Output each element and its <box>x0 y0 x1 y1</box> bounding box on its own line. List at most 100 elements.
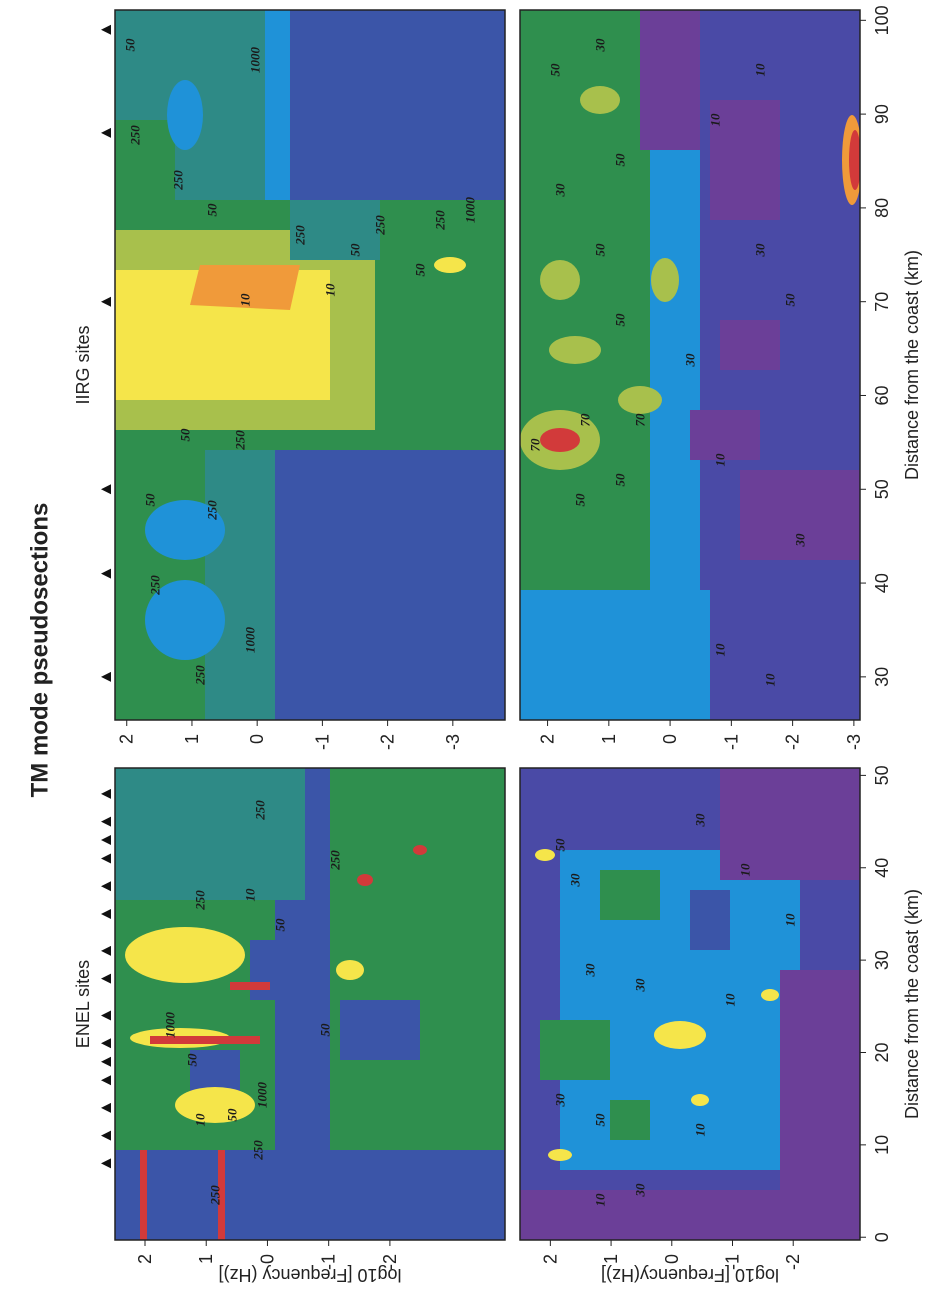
y-tick-label: 1 <box>182 734 202 744</box>
x-tick-label: 100 <box>872 5 892 35</box>
contour-label: 30 <box>753 243 768 258</box>
site-marker <box>101 1057 111 1067</box>
contour-label: 1000 <box>255 1082 270 1109</box>
contour-label: 10 <box>323 283 338 297</box>
contour-label: 30 <box>633 1183 648 1198</box>
x-tick-label: 40 <box>872 573 892 593</box>
contour-label: 250 <box>193 890 208 911</box>
contour-label: 30 <box>583 963 598 978</box>
site-marker <box>101 974 111 984</box>
contour-label: 50 <box>143 493 158 507</box>
y-tick-label: -3 <box>443 734 463 750</box>
contour-label: 10 <box>593 1193 608 1207</box>
x-tick-label: 50 <box>872 765 892 785</box>
contour-label: 50 <box>573 493 588 507</box>
contour-label: 30 <box>568 873 583 888</box>
contour-label: 10 <box>753 63 768 77</box>
contour-label: 50 <box>593 243 608 257</box>
x-tick-label: 60 <box>872 385 892 405</box>
contour-label: 250 <box>293 225 308 246</box>
y-tick-label: -2 <box>783 1254 803 1270</box>
contour-label: 50 <box>225 1108 240 1122</box>
x-tick-label: 0 <box>872 1232 892 1242</box>
y-tick-label: 0 <box>660 734 680 744</box>
site-marker <box>101 297 111 307</box>
contour-label: 250 <box>128 125 143 146</box>
y-tick-label: 2 <box>117 734 137 744</box>
y-tick-label: 2 <box>538 734 558 744</box>
contour-label: 250 <box>373 215 388 236</box>
contour-label: 10 <box>738 863 753 877</box>
contour-label: 10 <box>708 113 723 127</box>
site-marker <box>101 569 111 579</box>
contour-label: 10 <box>713 643 728 657</box>
site-marker <box>101 881 111 891</box>
contour-label: 1000 <box>463 197 478 224</box>
contour-label: 70 <box>633 413 648 427</box>
contour-label: 10 <box>713 453 728 467</box>
contour-label: 1000 <box>243 627 258 654</box>
contour-label: 50 <box>123 38 138 52</box>
contour-label: 30 <box>633 978 648 993</box>
contour-label: 10 <box>723 993 738 1007</box>
contour-label: 10 <box>763 673 778 687</box>
y-tick-label: 2 <box>135 1254 155 1264</box>
x-axis-label: Distance from the coast (km) <box>902 250 922 480</box>
x-tick-label: 30 <box>872 667 892 687</box>
site-marker <box>101 1158 111 1168</box>
contour-label: 30 <box>553 1093 568 1108</box>
contour-label: 70 <box>578 413 593 427</box>
site-marker <box>101 909 111 919</box>
site-marker <box>101 946 111 956</box>
site-marker <box>101 1131 111 1141</box>
contour-label: 30 <box>593 38 608 53</box>
contour-field <box>520 768 860 1240</box>
contour-label: 250 <box>253 800 268 821</box>
x-tick-label: 90 <box>872 104 892 124</box>
y-tick-label: 2 <box>540 1254 560 1264</box>
contour-label: 250 <box>208 1185 223 1206</box>
panel-title: IIRG sites <box>73 325 93 404</box>
y-tick-label: 1 <box>599 734 619 744</box>
contour-label: 10 <box>193 1113 208 1127</box>
site-marker <box>101 484 111 494</box>
y-tick-label: 0 <box>662 1254 682 1264</box>
site-marker <box>101 1103 111 1113</box>
contour-label: 50 <box>348 243 363 257</box>
x-tick-label: 20 <box>872 1042 892 1062</box>
site-marker <box>101 817 111 827</box>
x-tick-label: 10 <box>872 1135 892 1155</box>
site-marker <box>101 854 111 864</box>
contour-label: 250 <box>433 210 448 231</box>
rotated-figure: TM mode pseudosections 250 1000 250 50 1… <box>27 5 923 1285</box>
y-tick-label: -1 <box>721 734 741 750</box>
y-tick-label: -2 <box>783 734 803 750</box>
contour-label: 50 <box>553 838 568 852</box>
site-marker <box>101 128 111 138</box>
contour-label: 250 <box>251 1140 266 1161</box>
x-tick-label: 50 <box>872 479 892 499</box>
contour-label: 30 <box>683 353 698 368</box>
contour-label: 70 <box>528 438 543 452</box>
contour-label: 10 <box>783 913 798 927</box>
y-axis-label: log10 [Frequency (Hz)] <box>218 1265 401 1285</box>
site-marker <box>101 1038 111 1048</box>
contour-label: 50 <box>413 263 428 277</box>
y-tick-label: 1 <box>196 1254 216 1264</box>
contour-field <box>115 10 505 720</box>
contour-label: 50 <box>205 203 220 217</box>
contour-label: 1000 <box>248 47 263 74</box>
contour-label: 10 <box>238 293 253 307</box>
contour-label: 30 <box>553 183 568 198</box>
contour-label: 50 <box>783 293 798 307</box>
y-tick-label: -2 <box>378 734 398 750</box>
y-tick-label: -3 <box>844 734 864 750</box>
contour-field <box>115 768 505 1240</box>
y-axis-label: log10 [Frequency(Hz)] <box>601 1265 779 1285</box>
site-marker <box>101 1075 111 1085</box>
contour-label: 250 <box>171 170 186 191</box>
site-marker <box>101 25 111 35</box>
y-tick-label: 0 <box>247 734 267 744</box>
x-tick-label: 40 <box>872 858 892 878</box>
contour-label: 250 <box>233 430 248 451</box>
